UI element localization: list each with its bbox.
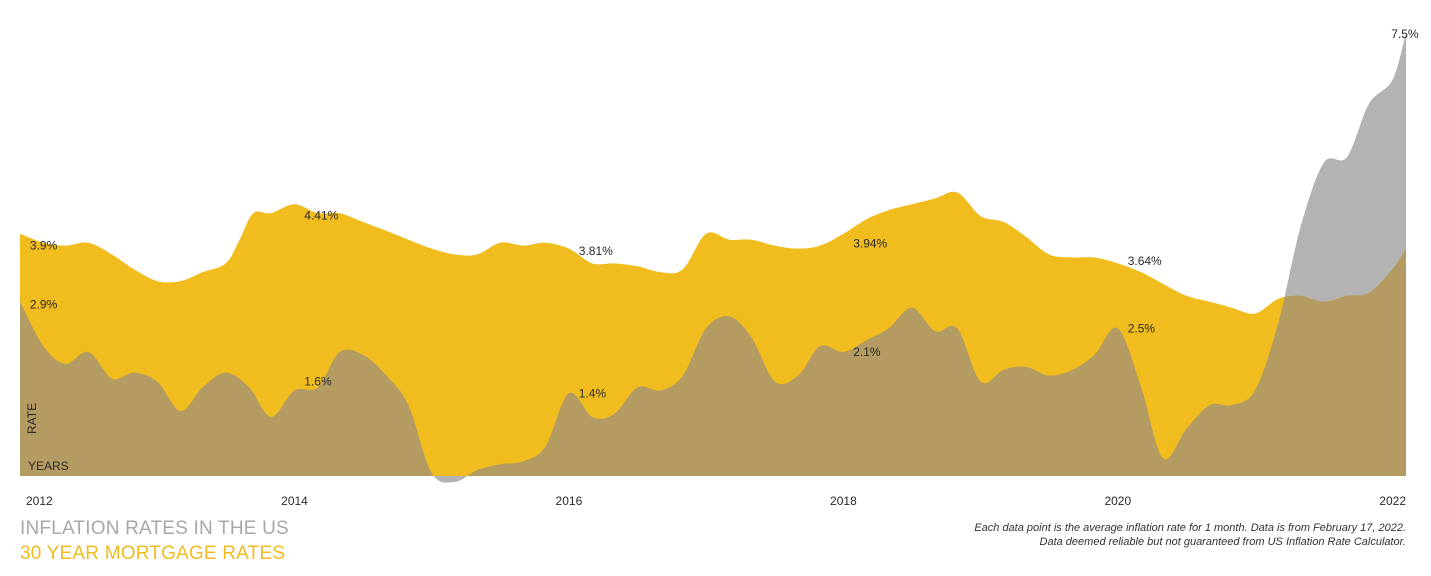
data-label-mortgage-3: 3.94%: [853, 236, 887, 250]
data-label-mortgage-2: 3.81%: [579, 244, 613, 258]
data-label-mortgage-0: 3.9%: [30, 239, 58, 253]
x-tick-2016: 2016: [556, 494, 583, 508]
legend-mortgage: 30 YEAR MORTGAGE RATES: [20, 543, 286, 564]
x-tick-2014: 2014: [281, 494, 308, 508]
data-label-inflation-8: 2.1%: [853, 345, 881, 359]
data-label-inflation-6: 1.6%: [304, 375, 332, 389]
x-tick-2020: 2020: [1104, 494, 1131, 508]
y-axis-label: RATE: [25, 403, 39, 434]
footnote: Each data point is the average inflation…: [974, 521, 1406, 549]
overlap-area: [20, 191, 1406, 476]
data-label-inflation-10: 7.5%: [1391, 27, 1419, 41]
data-label-inflation-5: 2.9%: [30, 298, 58, 312]
x-tick-labels: 2012 2014 2016 2018 2020 2022: [26, 494, 1406, 508]
x-axis-label: YEARS: [28, 459, 69, 473]
footnote-line-2: Data deemed reliable but not guaranteed …: [1039, 536, 1406, 548]
area-chart: RATE YEARS 2012 2014 2016 2018 2020 2022 3.9%…: [20, 27, 1419, 508]
x-tick-2022: 2022: [1379, 494, 1406, 508]
data-labels: 3.9% 4.41% 3.81% 3.94% 3.64% 2.9% 1.6% 1.4% 2.1%…: [30, 27, 1419, 400]
data-label-inflation-7: 1.4%: [579, 386, 607, 400]
footnote-line-1: Each data point is the average inflation…: [974, 522, 1406, 534]
legend-inflation: INFLATION RATES IN THE US: [20, 518, 289, 539]
x-tick-2012: 2012: [26, 494, 53, 508]
data-label-mortgage-1: 4.41%: [304, 209, 338, 223]
data-label-inflation-9: 2.5%: [1128, 321, 1156, 335]
data-label-mortgage-4: 3.64%: [1128, 254, 1162, 268]
area-layer: [20, 33, 1406, 483]
x-tick-2018: 2018: [830, 494, 857, 508]
